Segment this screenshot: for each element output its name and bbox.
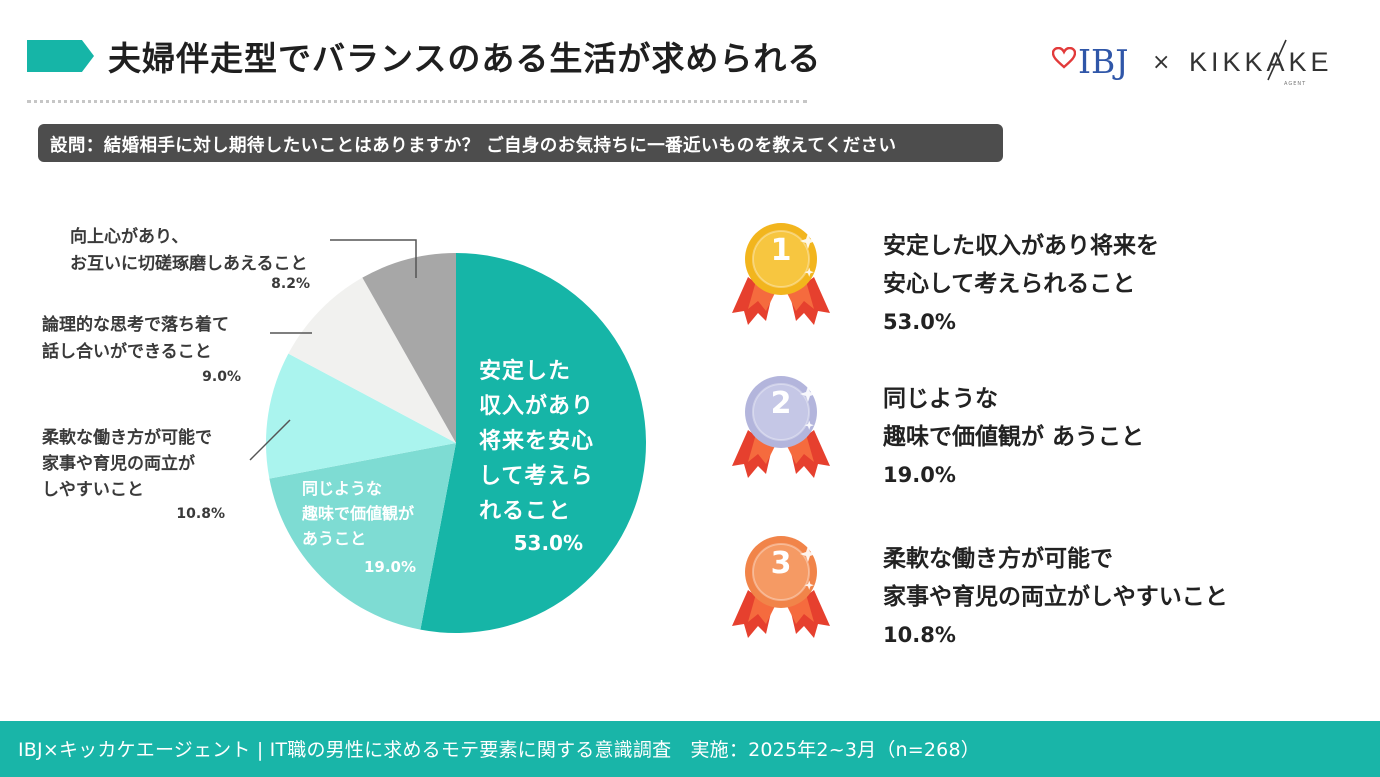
slice-label-5: お互いに切磋琢磨しあえること	[70, 253, 308, 274]
slice-percent-2: 19.0%	[364, 558, 416, 576]
slice-label-1: れること	[479, 499, 571, 524]
pie-slice-5	[362, 253, 456, 443]
pie-slice-3	[265, 353, 456, 479]
medal-rank-number: 1	[770, 233, 792, 268]
rank-text: 柔軟な働き方が可能で 家事や育児の両立がしやすいこと 10.8%	[883, 540, 1228, 654]
rank-line: 安心して考えられること	[883, 271, 1136, 297]
medal-icon	[732, 376, 830, 478]
slice-percent-3: 10.8%	[176, 506, 225, 522]
title-arrow-marker	[27, 40, 94, 72]
medal-rank-number: 2	[770, 386, 792, 421]
ibj-logo-text: IBJ	[1078, 42, 1129, 81]
slice-label-3: 家事や育児の両立が	[42, 453, 195, 474]
slice-label-5: 向上心があり、	[70, 226, 188, 247]
slice-label-1: して考えら	[479, 464, 593, 489]
rank-line: 柔軟な働き方が可能で	[883, 546, 1113, 572]
slice-percent-4: 9.0%	[202, 369, 241, 385]
slice-label-3: 柔軟な働き方が可能で	[42, 427, 212, 448]
heart-icon	[1052, 47, 1076, 69]
pie-slice-1	[420, 253, 646, 633]
leader-line-3	[249, 419, 291, 461]
slice-label-4: 論理的な思考で落ち着て	[42, 314, 229, 335]
rank-text: 同じような 趣味で価値観が あうこと 19.0%	[883, 380, 1144, 494]
slice-label-2: あうこと	[302, 529, 366, 548]
leader-line-5	[330, 239, 417, 278]
kikkake-logo-text: KIKKAKE	[1189, 47, 1333, 77]
page-title: 夫婦伴走型でバランスのある生活が求められる	[108, 39, 822, 78]
brand-logos: IBJ × KIKKAKE AGENT	[1048, 39, 1348, 90]
rank-percent: 53.0%	[883, 310, 956, 334]
pie-slice-4	[288, 277, 456, 443]
rank-text: 安定した収入があり将来を 安心して考えられること 53.0%	[883, 227, 1159, 341]
logo-cross: ×	[1152, 50, 1171, 75]
medal-icon	[732, 536, 830, 638]
rank-percent: 10.8%	[883, 623, 956, 647]
rank-item-3: 3 柔軟な働き方が可能で 家事や育児の両立がしやすいこと 10.8%	[726, 536, 1326, 660]
slice-percent-1: 53.0%	[514, 531, 583, 555]
agent-logo-text: AGENT	[1284, 81, 1307, 87]
slice-label-4: 話し合いができること	[42, 341, 212, 362]
pie-slice-2	[269, 443, 456, 630]
slice-percent-5: 8.2%	[271, 276, 310, 292]
rank-line: 安定した収入があり将来を	[883, 233, 1159, 259]
rank-line: 家事や育児の両立がしやすいこと	[883, 584, 1228, 610]
logo-slash-icon	[1267, 39, 1287, 81]
slice-label-1: 収入があり	[479, 393, 594, 419]
slice-label-3: しやすいこと	[42, 480, 144, 500]
rank-item-2: 2 同じような 趣味で価値観が あうこと 19.0%	[726, 376, 1326, 500]
footer-banner: IBJ×キッカケエージェント | IT職の男性に求めるモテ要素に関する意識調査 …	[0, 721, 1380, 777]
question-banner: 設問：結婚相手に対し期待したいことはありますか？ ご自身のお気持ちに一番近いもの…	[38, 124, 1003, 162]
rank-percent: 19.0%	[883, 463, 956, 487]
slice-label-2: 同じような	[302, 479, 382, 498]
rank-item-1: 1 安定した収入があり将来を 安心して考えられること 53.0%	[726, 223, 1326, 347]
slice-label-1: 安定した	[479, 358, 571, 384]
rank-line: 同じような	[883, 386, 998, 412]
medal-rank-number: 3	[770, 546, 792, 581]
rank-line: 趣味で価値観が あうこと	[883, 424, 1145, 450]
slice-label-1: 将来を安心	[479, 428, 594, 454]
title-divider	[27, 100, 807, 103]
medal-icon	[732, 223, 830, 325]
slice-label-2: 趣味で価値観が	[301, 504, 414, 523]
